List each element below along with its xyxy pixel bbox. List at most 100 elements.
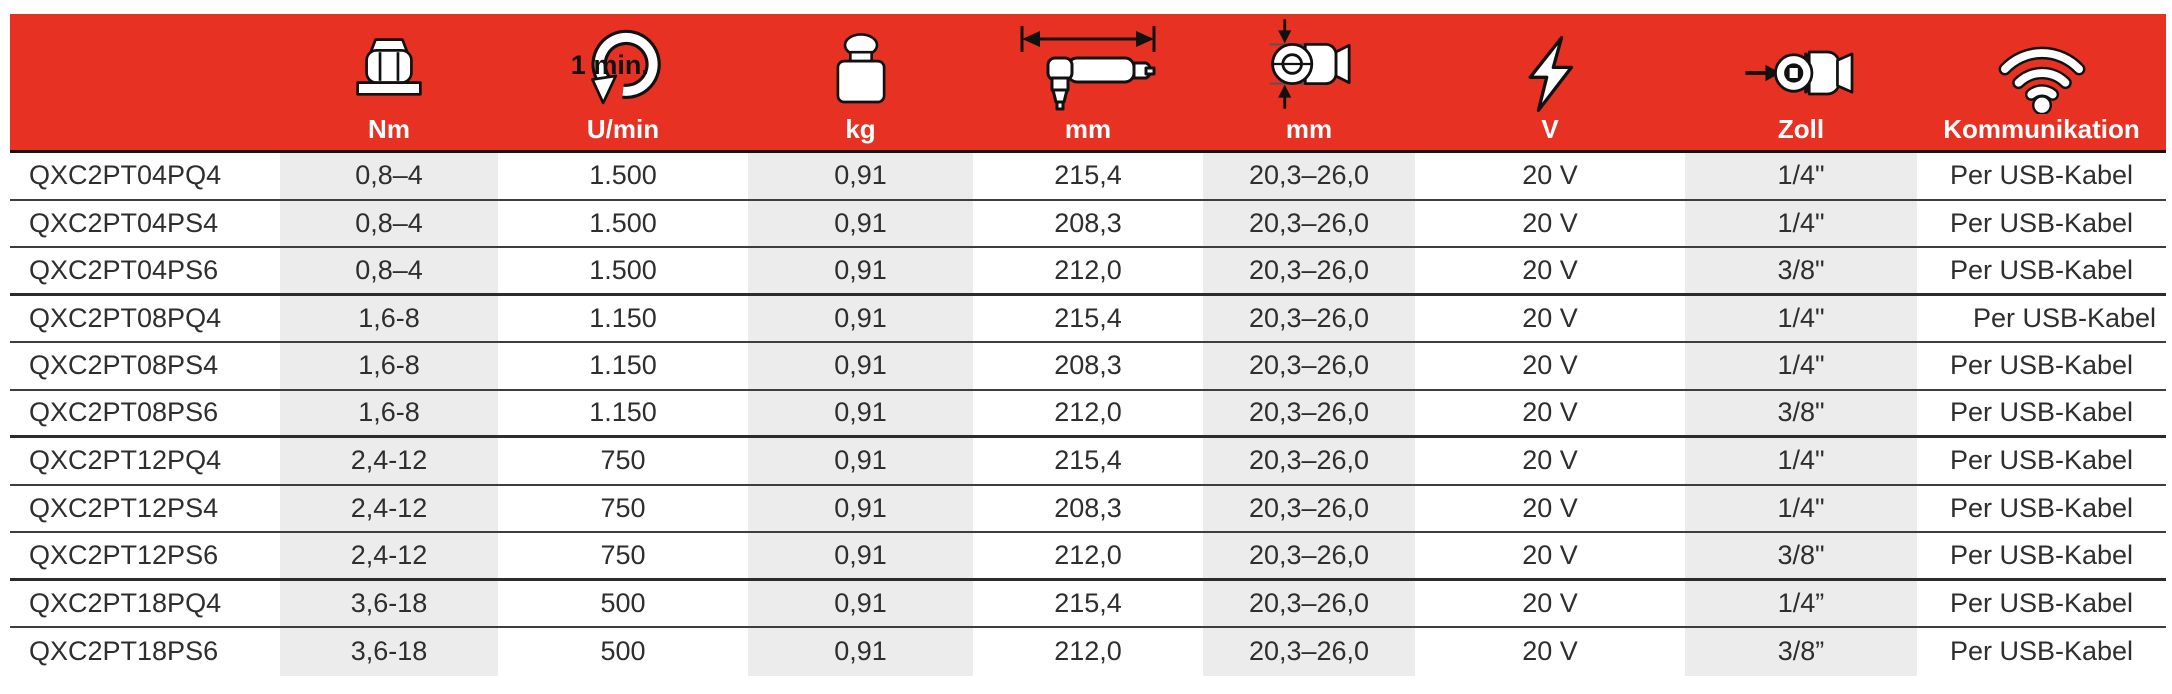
cell-model: QXC2PT04PQ4 bbox=[29, 160, 222, 191]
cell-mm-diameter: 20,3–26,0 bbox=[1203, 295, 1415, 341]
cell-komm: Per USB-Kabel bbox=[1972, 302, 2157, 333]
cell-umin: 1.150 bbox=[589, 397, 657, 428]
cell-umin: 1.500 bbox=[589, 207, 657, 238]
rotation-speed-icon: 1 min. bbox=[571, 29, 661, 105]
cell-mm-diameter: 20,3–26,0 bbox=[1203, 533, 1415, 578]
table-row: QXC2PT12PS4 2,4-12 750 0,91 208,3 20,3–26,0 20… bbox=[10, 485, 2166, 533]
cell-mm-length: 215,4 bbox=[1054, 445, 1122, 476]
cell-mm-diameter: 20,3–26,0 bbox=[1203, 248, 1415, 293]
cell-kg: 0,91 bbox=[748, 485, 973, 531]
one-minute-label: 1 min. bbox=[571, 50, 649, 80]
cell-umin: 1.500 bbox=[589, 160, 657, 191]
torque-nut-icon bbox=[356, 38, 422, 96]
column-header-label: Kommunikation bbox=[1943, 114, 2140, 144]
column-header-label: Nm bbox=[368, 114, 410, 144]
cell-mm-diameter: 20,3–26,0 bbox=[1203, 485, 1415, 531]
cell-kg: 0,91 bbox=[748, 153, 973, 199]
cell-model: QXC2PT18PS6 bbox=[29, 636, 219, 667]
table-row: QXC2PT04PQ4 0,8–4 1.500 0,91 215,4 20,3–26,0 2… bbox=[10, 153, 2166, 201]
table-row: QXC2PT08PS4 1,6-8 1.150 0,91 208,3 20,3–26,0 2… bbox=[10, 343, 2166, 391]
table-row: QXC2PT08PQ4 1,6-8 1.150 0,91 215,4 20,3–26,0 2… bbox=[10, 295, 2166, 343]
cell-mm-length: 212,0 bbox=[1054, 254, 1122, 285]
table-row: QXC2PT12PQ4 2,4-12 750 0,91 215,4 20,3–26,0 20… bbox=[10, 438, 2166, 486]
tool-length-icon bbox=[1020, 26, 1156, 111]
column-header-drive: Zoll bbox=[1685, 14, 1917, 151]
cell-zoll: 1/4" bbox=[1685, 485, 1917, 531]
cell-kg: 0,91 bbox=[748, 580, 973, 626]
cell-mm-length: 215,4 bbox=[1054, 302, 1122, 333]
cell-model: QXC2PT12PS6 bbox=[29, 539, 219, 570]
cell-v: 20 V bbox=[1522, 636, 1578, 667]
cell-mm-diameter: 20,3–26,0 bbox=[1203, 343, 1415, 389]
table-row: QXC2PT18PQ4 3,6-18 500 0,91 215,4 20,3–26,0 20… bbox=[10, 580, 2166, 628]
cell-model: QXC2PT12PS4 bbox=[29, 492, 219, 523]
cell-nm: 0,8–4 bbox=[280, 200, 498, 246]
cell-kg: 0,91 bbox=[748, 248, 973, 293]
cell-komm: Per USB-Kabel bbox=[1949, 492, 2134, 523]
cell-komm: Per USB-Kabel bbox=[1949, 587, 2134, 618]
cell-mm-diameter: 20,3–26,0 bbox=[1203, 628, 1415, 676]
column-header-label: U/min bbox=[586, 114, 660, 144]
cell-model: QXC2PT04PS6 bbox=[29, 254, 219, 285]
column-header-torque-nm: Nm bbox=[280, 14, 498, 151]
cell-v: 20 V bbox=[1522, 350, 1578, 381]
weight-icon bbox=[836, 33, 885, 104]
cell-mm-length: 208,3 bbox=[1054, 492, 1122, 523]
cell-v: 20 V bbox=[1522, 539, 1578, 570]
cell-model: QXC2PT08PQ4 bbox=[29, 302, 222, 333]
column-header-label: mm bbox=[1285, 114, 1333, 144]
product-spec-table: Nm 1 min. U/min kg bbox=[10, 14, 2166, 676]
cell-mm-length: 212,0 bbox=[1054, 397, 1122, 428]
cell-nm: 2,4-12 bbox=[280, 438, 498, 484]
cell-umin: 500 bbox=[600, 636, 646, 667]
cell-umin: 1.500 bbox=[589, 254, 657, 285]
cell-mm-length: 215,4 bbox=[1054, 160, 1122, 191]
cell-umin: 750 bbox=[600, 445, 646, 476]
cell-mm-diameter: 20,3–26,0 bbox=[1203, 390, 1415, 435]
cell-mm-diameter: 20,3–26,0 bbox=[1203, 153, 1415, 199]
cell-nm: 0,8–4 bbox=[280, 248, 498, 293]
cell-umin: 750 bbox=[600, 492, 646, 523]
cell-komm: Per USB-Kabel bbox=[1949, 350, 2134, 381]
cell-zoll: 3/8" bbox=[1685, 533, 1917, 578]
cell-komm: Per USB-Kabel bbox=[1949, 207, 2134, 238]
table-row: QXC2PT04PS6 0,8–4 1.500 0,91 212,0 20,3–26,0 2… bbox=[10, 248, 2166, 296]
cell-mm-length: 212,0 bbox=[1054, 539, 1122, 570]
cell-v: 20 V bbox=[1522, 397, 1578, 428]
table-row: QXC2PT18PS6 3,6-18 500 0,91 212,0 20,3–26,0 20… bbox=[10, 628, 2166, 676]
cell-kg: 0,91 bbox=[748, 343, 973, 389]
cell-nm: 2,4-12 bbox=[280, 485, 498, 531]
cell-umin: 1.150 bbox=[589, 302, 657, 333]
cell-zoll: 3/8" bbox=[1685, 390, 1917, 435]
table-body: QXC2PT04PQ4 0,8–4 1.500 0,91 215,4 20,3–26,0 2… bbox=[10, 153, 2166, 676]
cell-zoll: 1/4" bbox=[1685, 200, 1917, 246]
cell-mm-diameter: 20,3–26,0 bbox=[1203, 580, 1415, 626]
cell-kg: 0,91 bbox=[748, 390, 973, 435]
column-header-diameter: mm bbox=[1203, 14, 1415, 151]
column-header-speed: 1 min. U/min bbox=[498, 14, 748, 151]
column-header-voltage: V bbox=[1415, 14, 1685, 151]
cell-zoll: 1/4" bbox=[1685, 295, 1917, 341]
cell-kg: 0,91 bbox=[748, 628, 973, 676]
column-header-length: mm bbox=[973, 14, 1203, 151]
square-drive-icon bbox=[1745, 50, 1854, 96]
column-header-label: kg bbox=[845, 114, 876, 144]
cell-kg: 0,91 bbox=[748, 295, 973, 341]
cell-v: 20 V bbox=[1522, 445, 1578, 476]
cell-model: QXC2PT12PQ4 bbox=[29, 445, 222, 476]
column-header-label: mm bbox=[1064, 114, 1112, 144]
cell-kg: 0,91 bbox=[748, 438, 973, 484]
cell-kg: 0,91 bbox=[748, 533, 973, 578]
column-header-label: Zoll bbox=[1777, 114, 1825, 144]
cell-zoll: 1/4” bbox=[1685, 580, 1917, 626]
column-header-model bbox=[10, 14, 280, 151]
cell-komm: Per USB-Kabel bbox=[1949, 160, 2134, 191]
cell-mm-length: 212,0 bbox=[1054, 636, 1122, 667]
cell-nm: 2,4-12 bbox=[280, 533, 498, 578]
cell-zoll: 1/4" bbox=[1685, 153, 1917, 199]
cell-nm: 1,6-8 bbox=[280, 390, 498, 435]
table-row: QXC2PT12PS6 2,4-12 750 0,91 212,0 20,3–26,0 20… bbox=[10, 533, 2166, 581]
cell-nm: 1,6-8 bbox=[280, 343, 498, 389]
cell-mm-diameter: 20,3–26,0 bbox=[1203, 438, 1415, 484]
cell-kg: 0,91 bbox=[748, 200, 973, 246]
